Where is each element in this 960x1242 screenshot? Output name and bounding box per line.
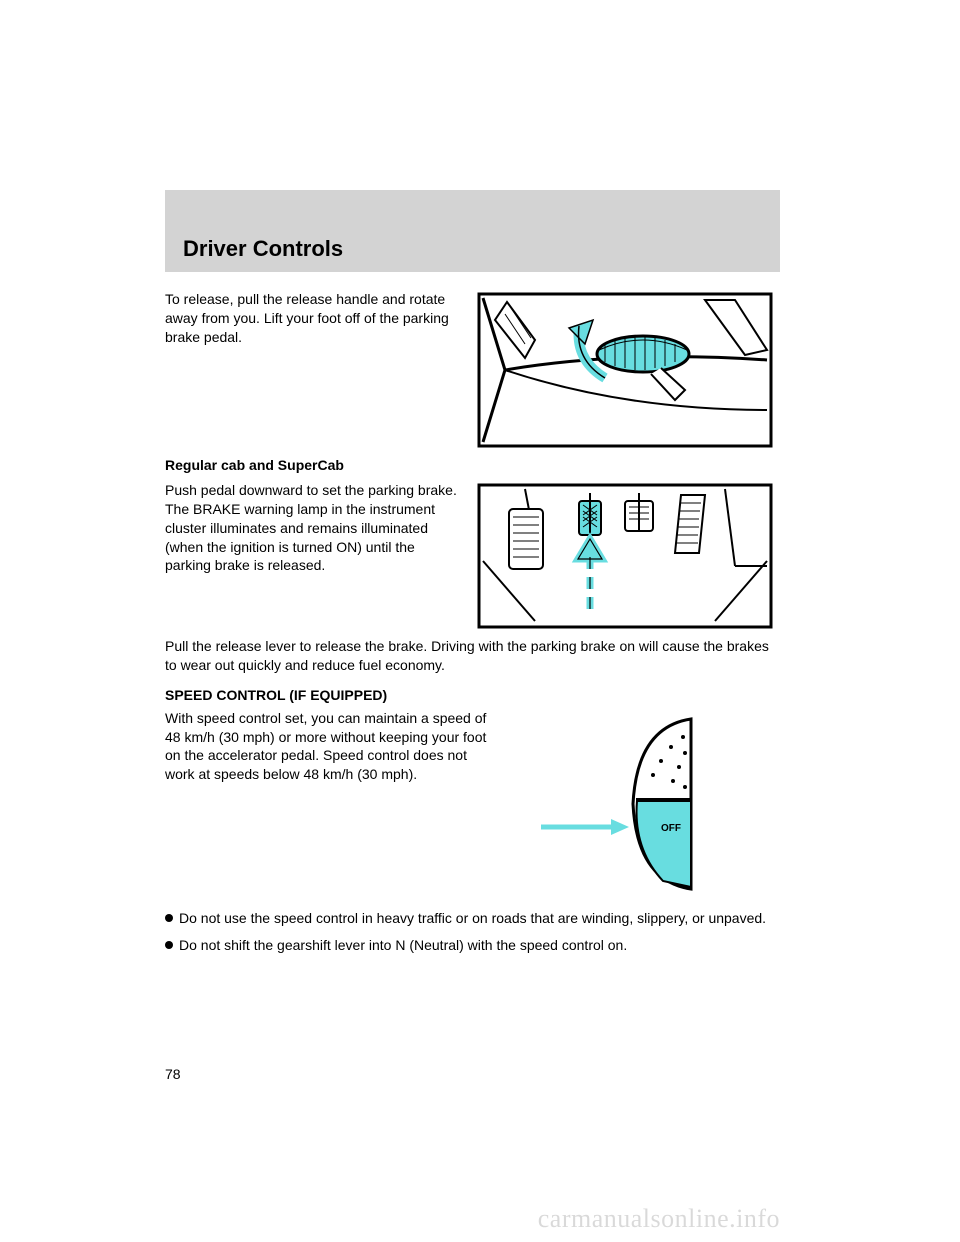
text-speed-control: With speed control set, you can maintain…	[165, 709, 493, 899]
bullet-text: Do not use the speed control in heavy tr…	[179, 909, 766, 928]
watermark: carmanualsonline.info	[538, 1204, 780, 1234]
text-pedals: Push pedal downward to set the parking b…	[165, 481, 463, 631]
section-header: Driver Controls	[165, 190, 780, 272]
row-speed-heading: SPEED CONTROL (IF EQUIPPED)	[165, 687, 780, 703]
page-number: 78	[165, 1066, 181, 1082]
subhead-cab: Regular cab and SuperCab	[165, 456, 463, 475]
bullet-text: Do not shift the gearshift lever into N …	[179, 936, 627, 955]
row-subhead-cab: Regular cab and SuperCab	[165, 456, 780, 475]
dial-off-label: OFF	[661, 823, 681, 834]
figure-release-handle	[475, 290, 780, 450]
section-title: Driver Controls	[183, 236, 343, 262]
figure-pedals	[475, 481, 780, 631]
figure-dial: OFF	[505, 709, 780, 899]
subhead-speed: SPEED CONTROL (IF EQUIPPED)	[165, 687, 387, 703]
bullet-item: Do not shift the gearshift lever into N …	[165, 936, 775, 955]
bullet-list: Do not use the speed control in heavy tr…	[165, 909, 775, 955]
row-pedals: Push pedal downward to set the parking b…	[165, 481, 780, 631]
text-release-handle: To release, pull the release handle and …	[165, 290, 463, 450]
page: Driver Controls To release, pull the rel…	[0, 0, 960, 1242]
row-release-handle: To release, pull the release handle and …	[165, 290, 780, 450]
bullet-dot-icon	[165, 941, 173, 949]
row-speed-control: With speed control set, you can maintain…	[165, 709, 780, 899]
bullet-item: Do not use the speed control in heavy tr…	[165, 909, 775, 928]
row-release-lever: Pull the release lever to release the br…	[165, 637, 780, 675]
text-release-lever: Pull the release lever to release the br…	[165, 637, 775, 675]
bullet-dot-icon	[165, 914, 173, 922]
